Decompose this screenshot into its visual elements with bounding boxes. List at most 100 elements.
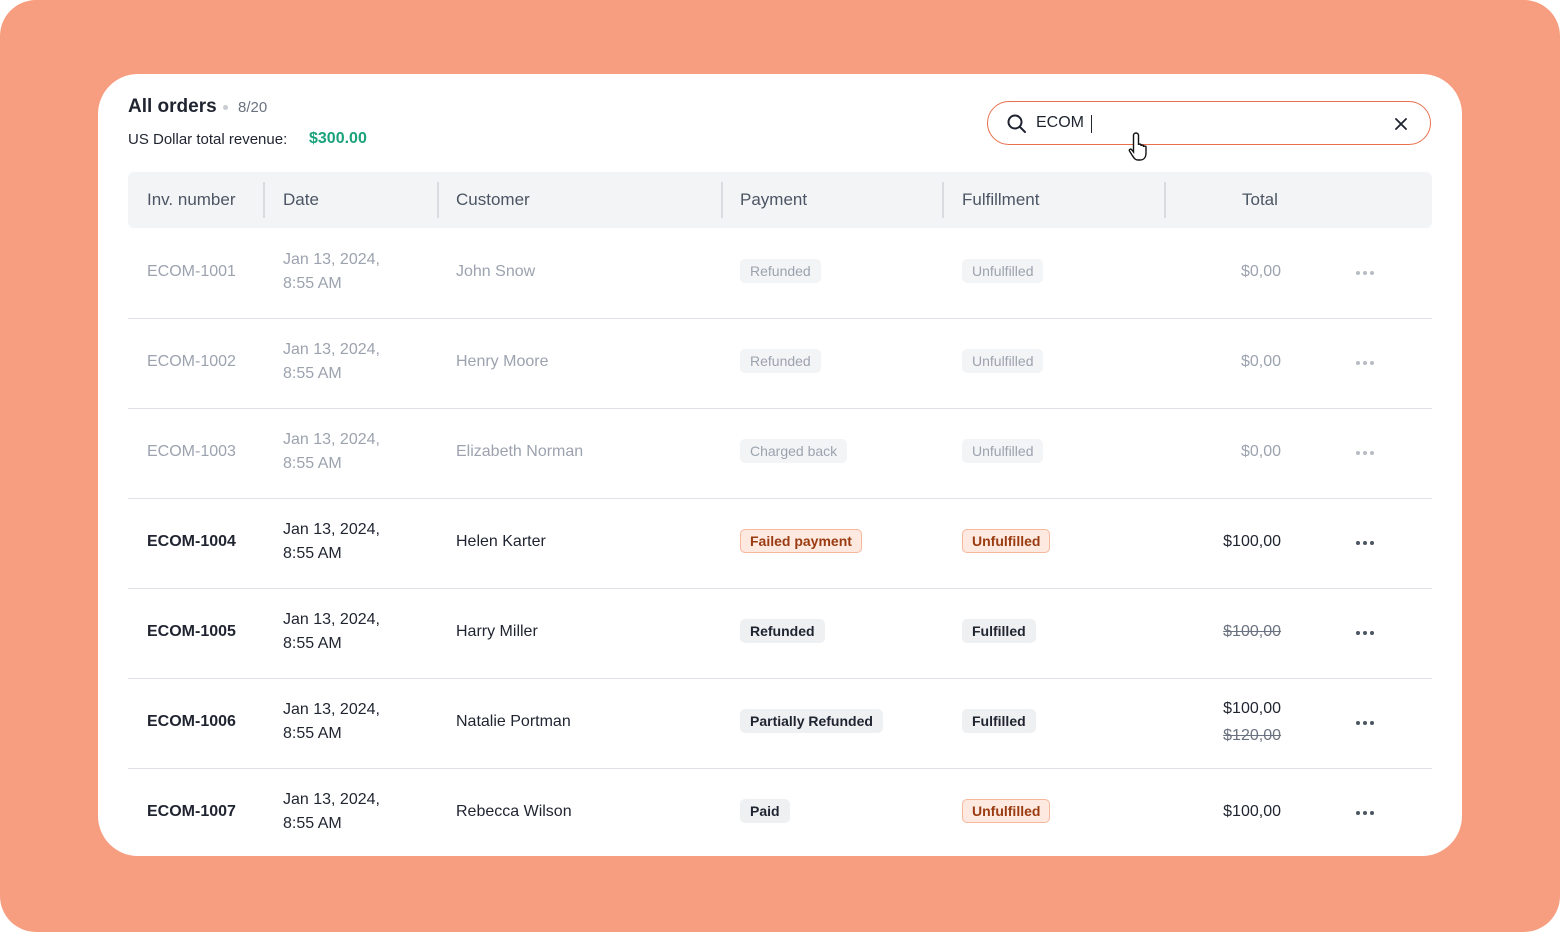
invoice-number: ECOM-1006 [147,713,236,730]
revenue-label: US Dollar total revenue: [128,131,288,148]
order-total: $100,00 [1223,533,1281,550]
more-actions[interactable] [1356,718,1378,728]
order-row: ECOM-1001 Jan 13, 2024, 8:55 AM John Snow Re… [128,228,1432,319]
more-actions[interactable] [1356,628,1378,638]
order-total: $0,00 [1240,443,1281,460]
payment-badge: Paid [740,799,790,823]
payment-badge: Refunded [740,619,825,643]
dot [1363,811,1367,815]
separator-dot [223,105,228,110]
fulfillment-badge: Fulfilled [962,619,1036,643]
search-icon [1007,114,1026,133]
dot [1363,541,1367,545]
invoice-number: ECOM-1001 [147,263,236,280]
more-actions[interactable] [1356,268,1378,278]
order-date: Jan 13, 2024, [283,341,380,358]
order-time: 8:55 AM [283,725,342,742]
table-header: Inv. number Date Customer Payment Fulfillmen… [128,172,1432,228]
invoice-number: ECOM-1003 [147,443,236,460]
more-actions[interactable] [1356,448,1378,458]
fulfillment-badge: Fulfilled [962,709,1036,733]
search-input[interactable]: ECOM [1036,114,1084,131]
column-header[interactable]: Date [283,190,319,209]
invoice-number: ECOM-1005 [147,623,236,640]
fulfillment-badge: Unfulfilled [962,349,1044,373]
order-time: 8:55 AM [283,815,342,832]
payment-badge: Charged back [740,439,848,463]
column-separator [942,182,944,218]
order-total: $0,00 [1240,263,1281,280]
order-time: 8:55 AM [283,455,342,472]
order-total: $120,00 [1223,727,1281,744]
text-caret [1091,115,1092,133]
order-time: 8:55 AM [283,275,342,292]
dot [1363,631,1367,635]
dot [1370,541,1374,545]
payment-badge: Refunded [740,349,821,373]
order-time: 8:55 AM [283,365,342,382]
order-date: Jan 13, 2024, [283,701,380,718]
order-date: Jan 13, 2024, [283,431,380,448]
order-row: ECOM-1003 Jan 13, 2024, 8:55 AM Elizabeth N… [128,408,1432,499]
dot [1370,451,1374,455]
order-count: 8/20 [238,99,268,116]
invoice-number: ECOM-1004 [147,533,236,550]
column-separator [263,182,265,218]
order-time: 8:55 AM [283,545,342,562]
dot [1363,361,1367,365]
clear-button[interactable] [1393,116,1409,132]
fulfillment-badge: Unfulfilled [962,529,1051,553]
order-total: $100,00 [1223,623,1281,640]
column-header[interactable]: Payment [740,190,808,209]
column-header[interactable]: Inv. number [147,190,236,209]
payment-badge: Refunded [740,259,821,283]
column-separator [437,182,439,218]
invoice-number: ECOM-1002 [147,353,236,370]
customer-name: Natalie Portman [456,713,571,730]
dot [1356,721,1360,725]
page-title: All orders [128,96,217,117]
fulfillment-badge: Unfulfilled [962,439,1044,463]
dot [1356,361,1360,365]
customer-name: Helen Karter [456,533,546,550]
column-separator [1164,182,1166,218]
column-header[interactable]: Fulfillment [962,190,1040,209]
payment-badge: Partially Refunded [740,709,883,733]
dot [1356,271,1360,275]
fulfillment-badge: Unfulfilled [962,259,1044,283]
dot [1356,811,1360,815]
dot [1370,271,1374,275]
fulfillment-badge: Unfulfilled [962,799,1051,823]
dot [1356,541,1360,545]
order-row: ECOM-1005 Jan 13, 2024, 8:55 AM Harry Mille… [128,588,1432,679]
customer-name: John Snow [456,263,536,280]
more-actions[interactable] [1356,538,1378,548]
order-date: Jan 13, 2024, [283,791,380,808]
order-total: $100,00 [1223,700,1281,717]
more-actions[interactable] [1356,358,1378,368]
customer-name: Harry Miller [456,623,538,640]
order-date: Jan 13, 2024, [283,521,380,538]
order-row: ECOM-1004 Jan 13, 2024, 8:55 AM Helen Karte… [128,498,1432,589]
order-date: Jan 13, 2024, [283,611,380,628]
column-header[interactable]: Customer [456,190,530,209]
order-time: 8:55 AM [283,635,342,652]
column-header[interactable]: Total [1242,190,1278,209]
customer-name: Elizabeth Norman [456,443,584,460]
payment-badge: Failed payment [740,529,862,553]
order-row: ECOM-1007 Jan 13, 2024, 8:55 AM Rebecca Wil… [128,768,1432,856]
order-row: ECOM-1002 Jan 13, 2024, 8:55 AM Henry Moore… [128,318,1432,409]
column-separator [721,182,723,218]
dot [1363,271,1367,275]
customer-name: Henry Moore [456,353,549,370]
customer-name: Rebecca Wilson [456,803,572,820]
order-total: $0,00 [1240,353,1281,370]
search-box[interactable]: ECOM [987,101,1431,161]
dot [1370,631,1374,635]
more-actions[interactable] [1356,808,1378,818]
order-row: ECOM-1006 Jan 13, 2024, 8:55 AM Natalie Por… [128,678,1432,769]
order-total: $100,00 [1223,803,1281,820]
dot [1370,361,1374,365]
revenue-value: $300.00 [309,130,367,147]
